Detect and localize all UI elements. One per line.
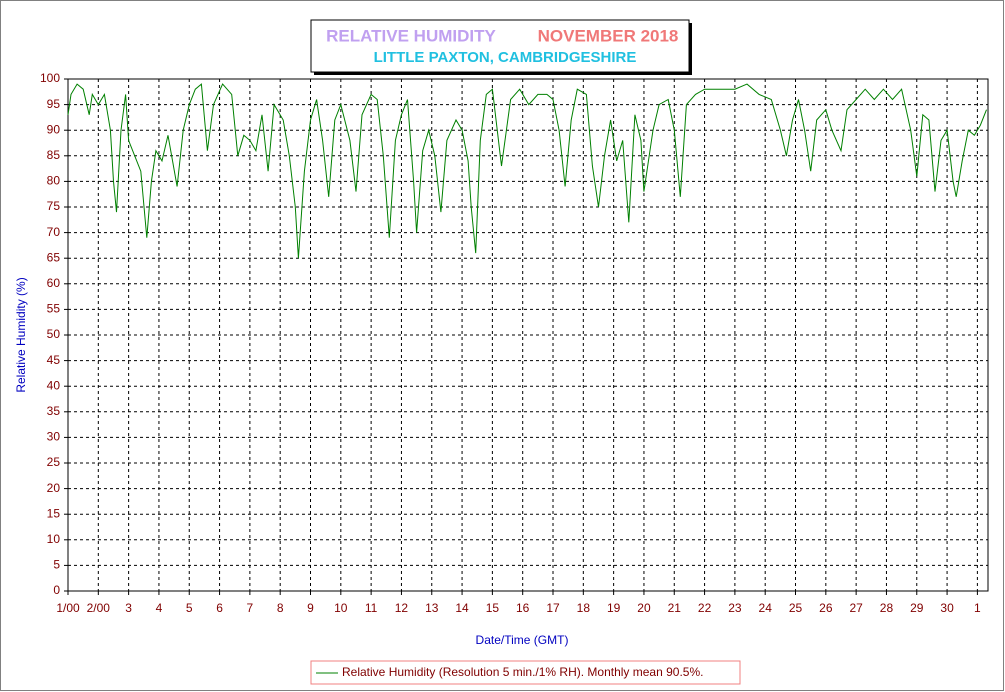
legend-box	[310, 660, 741, 685]
x-tick-label: 24	[759, 601, 773, 615]
x-tick-label: 12	[395, 601, 409, 615]
x-tick-label: 9	[307, 601, 314, 615]
y-tick-label: 15	[47, 506, 61, 520]
x-tick-label: 30	[940, 601, 954, 615]
legend-label: Relative Humidity (Resolution 5 min./1% …	[342, 665, 703, 679]
x-tick-label: 14	[455, 601, 469, 615]
plot-border	[67, 78, 989, 592]
x-tick-label: 27	[849, 601, 863, 615]
x-tick-label: 22	[698, 601, 712, 615]
chart-title: RELATIVE HUMIDITY	[326, 26, 496, 45]
y-axis-label: Relative Humidity (%)	[14, 277, 28, 392]
y-tick-label: 95	[47, 97, 61, 111]
y-tick-label: 25	[47, 455, 61, 469]
x-tick-label: 13	[425, 601, 439, 615]
y-tick-label: 35	[47, 404, 61, 418]
y-tick-label: 100	[40, 71, 60, 85]
x-tick-label: 29	[910, 601, 924, 615]
y-tick-label: 90	[47, 122, 61, 136]
y-tick-label: 70	[47, 225, 61, 239]
y-tick-label: 80	[47, 174, 61, 188]
x-tick-label: 4	[156, 601, 163, 615]
x-tick-label: 21	[668, 601, 682, 615]
x-tick-label: 23	[728, 601, 742, 615]
y-tick-label: 10	[47, 532, 61, 546]
chart-period: NOVEMBER 2018	[538, 26, 679, 45]
x-tick-label: 19	[607, 601, 621, 615]
y-tick-label: 40	[47, 378, 61, 392]
x-tick-label: 1/00	[56, 601, 80, 615]
y-tick-label: 5	[53, 558, 60, 572]
x-tick-label: 1	[974, 601, 981, 615]
y-tick-label: 65	[47, 250, 61, 264]
x-tick-label: 2/00	[87, 601, 111, 615]
x-tick-label: 7	[247, 601, 254, 615]
x-tick-label: 20	[637, 601, 651, 615]
y-tick-label: 45	[47, 353, 61, 367]
x-tick-label: 28	[880, 601, 894, 615]
x-tick-label: 8	[277, 601, 284, 615]
chart-subtitle: LITTLE PAXTON, CAMBRIDGESHIRE	[374, 49, 637, 66]
y-tick-label: 30	[47, 430, 61, 444]
x-tick-label: 6	[216, 601, 223, 615]
x-tick-label: 5	[186, 601, 193, 615]
y-tick-label: 55	[47, 302, 61, 316]
plot-area	[68, 79, 988, 591]
x-tick-label: 17	[546, 601, 560, 615]
y-tick-label: 20	[47, 481, 61, 495]
y-tick-label: 75	[47, 199, 61, 213]
x-tick-label: 16	[516, 601, 530, 615]
x-tick-label: 10	[334, 601, 348, 615]
x-tick-label: 11	[365, 601, 378, 615]
y-tick-label: 60	[47, 276, 61, 290]
y-tick-label: 85	[47, 148, 61, 162]
series-line	[67, 83, 987, 259]
y-tick-label: 50	[47, 327, 61, 341]
x-tick-label: 15	[486, 601, 500, 615]
x-axis-label: Date/Time (GMT)	[476, 633, 569, 647]
x-tick-label: 3	[125, 601, 132, 615]
x-tick-label: 18	[577, 601, 591, 615]
x-tick-label: 25	[789, 601, 803, 615]
title-box	[310, 19, 690, 73]
y-tick-label: 0	[53, 583, 60, 597]
x-tick-label: 26	[819, 601, 833, 615]
